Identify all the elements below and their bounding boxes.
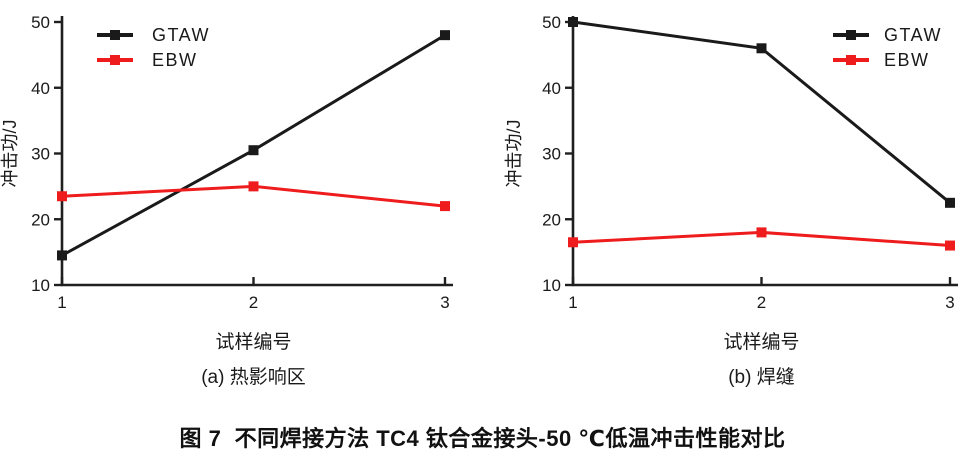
y-tick-label: 40 <box>542 79 561 98</box>
data-point-gtaw <box>440 30 450 41</box>
legend-item-gtaw: GTAW <box>97 25 210 45</box>
x-tick-label: 2 <box>249 293 258 312</box>
data-point-ebw <box>568 237 578 248</box>
line-chart-heat-affected-zone: 10 20 30 40 50 1 2 3 GTAW EBW 冲击功/J 试样编号 (a) 热影响区 <box>0 13 453 388</box>
y-tick-label: 40 <box>31 79 50 98</box>
legend-item-ebw: EBW <box>833 50 930 70</box>
legend: GTAW EBW <box>97 25 210 70</box>
data-point-ebw <box>440 201 450 212</box>
data-point-ebw <box>945 240 955 251</box>
data-point-gtaw <box>248 145 259 156</box>
x-tick-label: 3 <box>440 293 449 312</box>
data-point-ebw <box>57 191 67 202</box>
legend-label: GTAW <box>152 25 210 45</box>
panel-subtitle: (a) 热影响区 <box>201 366 306 388</box>
y-tick-label: 10 <box>31 276 50 295</box>
x-tick-label: 1 <box>57 293 66 312</box>
data-point-ebw <box>248 181 259 192</box>
chart-panel-a: 10 20 30 40 50 1 2 3 GTAW EBW 冲击功/J 试样编号 (a) 热影响区 <box>0 0 480 410</box>
y-tick-label: 30 <box>542 145 561 164</box>
line-chart-weld-seam: 10 20 30 40 50 1 2 3 GTAW EBW 冲击功/J 试样编号 (b) 焊缝 <box>504 13 958 388</box>
x-tick-label: 1 <box>568 293 577 312</box>
legend-label: GTAW <box>884 25 942 45</box>
x-axis-label: 试样编号 <box>723 331 799 353</box>
chart-panel-b: 10 20 30 40 50 1 2 3 GTAW EBW 冲击功/J 试样编号 (b) 焊缝 <box>480 0 965 410</box>
data-point-gtaw <box>568 17 578 27</box>
y-axis-label: 冲击功/J <box>504 119 524 187</box>
legend-label: EBW <box>884 50 930 70</box>
y-tick-label: 10 <box>542 276 561 295</box>
y-tick-label: 30 <box>31 145 50 164</box>
legend-label: EBW <box>152 50 198 70</box>
legend-marker <box>110 55 120 65</box>
panel-subtitle: (b) 焊缝 <box>728 366 795 388</box>
figure-caption: 图 7 不同焊接方法 TC4 钛合金接头-50 ℃低温冲击性能对比 <box>179 426 786 451</box>
legend-marker <box>846 30 856 40</box>
data-point-gtaw <box>57 250 67 261</box>
legend-marker <box>110 30 120 40</box>
x-tick-label: 3 <box>945 293 954 312</box>
y-tick-label: 20 <box>31 210 50 229</box>
legend: GTAW EBW <box>833 25 942 70</box>
y-tick-label: 20 <box>542 210 561 229</box>
x-axis-label: 试样编号 <box>215 331 291 353</box>
legend-item-ebw: EBW <box>97 50 198 70</box>
y-tick-label: 50 <box>31 13 50 32</box>
legend-marker <box>846 55 856 65</box>
data-point-gtaw <box>945 197 955 208</box>
data-point-ebw <box>756 227 767 238</box>
y-tick-label: 50 <box>542 13 561 32</box>
x-tick-label: 2 <box>757 293 766 312</box>
data-point-gtaw <box>756 43 767 54</box>
y-axis-label: 冲击功/J <box>0 119 20 187</box>
legend-item-gtaw: GTAW <box>833 25 942 45</box>
